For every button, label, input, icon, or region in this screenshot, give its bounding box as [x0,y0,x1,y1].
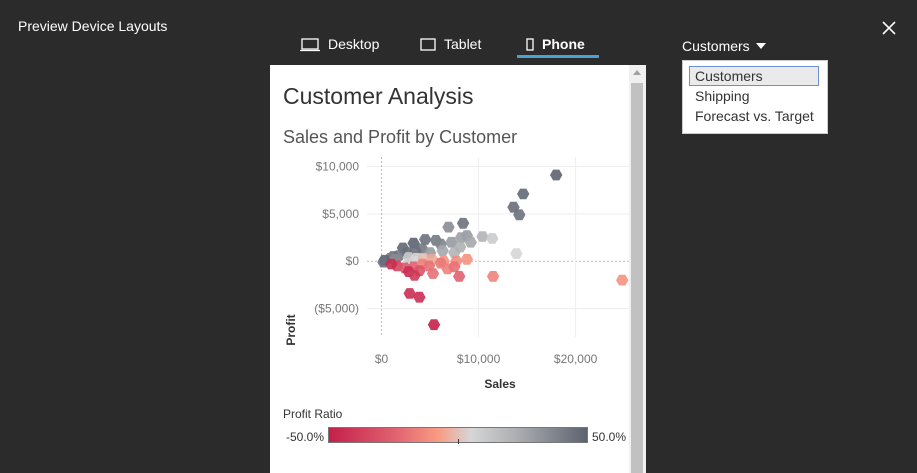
dashboard-dropdown[interactable]: Customers [682,38,766,54]
close-icon[interactable] [880,19,898,37]
data-point [445,236,458,248]
tab-label: Tablet [444,36,482,52]
data-point [510,248,523,259]
chart-title: Sales and Profit by Customer [283,127,518,147]
y-axis-label: Profit [284,314,298,345]
legend-midpoint-mark [458,439,459,444]
data-point [426,268,440,279]
tab-tablet[interactable]: Tablet [420,36,481,62]
caret-down-icon [755,42,766,49]
y-tick-label: $10,000 [316,159,360,173]
data-point [476,231,489,242]
data-point [413,291,426,303]
dropdown-option-customers[interactable]: Customers [689,66,819,86]
axis-layer: $10,000 $5,000 $0 ($5,000) $0 $10,000 $20,000 [314,159,597,366]
phone-preview: Customer Analysis Sales and Profit by Cu… [270,65,646,473]
data-point [486,271,500,282]
data-point [460,253,474,265]
dialog-title: Preview Device Layouts [18,18,168,34]
y-tick-label: ($5,000) [314,302,359,316]
x-tick-label: $20,000 [554,352,598,366]
x-tick-label: $10,000 [457,352,501,366]
data-point [517,188,530,200]
scroll-thumb[interactable] [631,83,643,473]
tab-phone[interactable]: Phone [526,36,585,62]
data-point [513,209,526,221]
scatter-chart: $10,000$5,000$0($5,000)$0 $10,000 $20,000 … [284,157,629,391]
legend-max-label: 50.0% [592,430,627,444]
dropdown-option-forecast[interactable]: Forecast vs. Target [695,108,814,124]
x-tick-label: $0 [375,352,389,366]
point-layer [377,169,629,331]
scroll-up-arrow[interactable] [633,70,641,75]
dropdown-list: Customers Shipping Forecast vs. Target [682,60,828,134]
legend-title: Profit Ratio [283,407,343,421]
data-point [436,245,449,257]
data-point [616,274,629,286]
laptop-icon [300,38,320,52]
tab-label: Desktop [328,36,380,52]
tab-label: Phone [542,36,585,52]
data-point [454,241,467,253]
phone-icon [526,38,534,51]
dashboard-title: Customer Analysis [283,83,474,109]
data-point [403,288,416,299]
data-point [408,270,421,281]
legend-min-label: -50.0% [286,430,325,444]
tab-desktop[interactable]: Desktop [300,36,379,62]
data-point [454,232,468,243]
dropdown-selected-label: Customers [682,38,750,54]
data-point [448,261,461,273]
data-point [453,271,466,282]
active-tab-indicator [517,55,599,58]
x-axis-label: Sales [484,377,516,391]
dropdown-option-shipping[interactable]: Shipping [695,88,750,104]
data-point [486,233,499,244]
data-point [419,234,432,245]
y-tick-label: $0 [346,254,360,268]
data-point [456,217,470,229]
data-point [427,319,441,331]
data-point [385,258,398,270]
y-tick-label: $5,000 [322,207,359,221]
tablet-icon [420,38,436,51]
data-point [464,236,477,248]
data-point [550,169,563,181]
scrollbar[interactable] [629,65,646,473]
grid-layer [367,157,629,337]
data-point [442,221,455,233]
